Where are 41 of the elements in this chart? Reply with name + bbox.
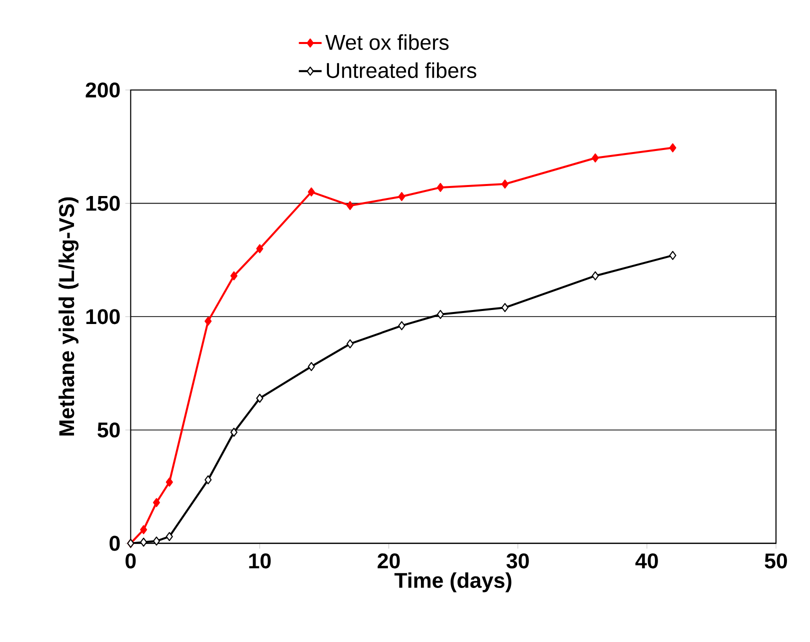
point [501,180,508,189]
y-axis-title: Methane yield (L/kg-VS) [58,197,79,436]
point [436,310,444,319]
point [204,475,212,484]
y-tick-label: 0 [110,536,120,551]
x-tick-label: 0 [126,553,136,568]
legend-label: Untreated fibers [326,62,476,78]
point [256,244,264,254]
point [166,532,173,542]
point [230,428,238,437]
point [346,339,354,348]
x-tick-label: 50 [764,553,787,568]
point [152,498,160,508]
point [230,271,238,280]
x-tick-label: 40 [635,553,658,568]
x-tick-label: 20 [378,553,400,568]
legend-label: Wet ox fibers [325,34,449,50]
point [592,271,599,280]
point [669,143,676,152]
point [308,187,315,197]
y-tick-label: 200 [86,82,120,98]
point [256,394,264,403]
point [166,478,173,487]
x-axis-title: Time (days) [394,572,512,592]
point [140,525,148,534]
point [501,303,508,312]
y-tick-label: 100 [86,309,120,324]
y-tick-label: 150 [86,196,120,211]
point [436,182,444,192]
point [308,362,315,372]
point [204,316,212,326]
point [152,536,160,546]
point [669,250,676,260]
point [592,153,599,163]
x-tick-label: 30 [506,553,529,568]
x-tick-label: 10 [249,553,271,568]
point [346,201,354,210]
point [398,192,406,202]
point [398,321,406,330]
point [140,538,148,547]
y-tick-label: 50 [98,422,120,438]
